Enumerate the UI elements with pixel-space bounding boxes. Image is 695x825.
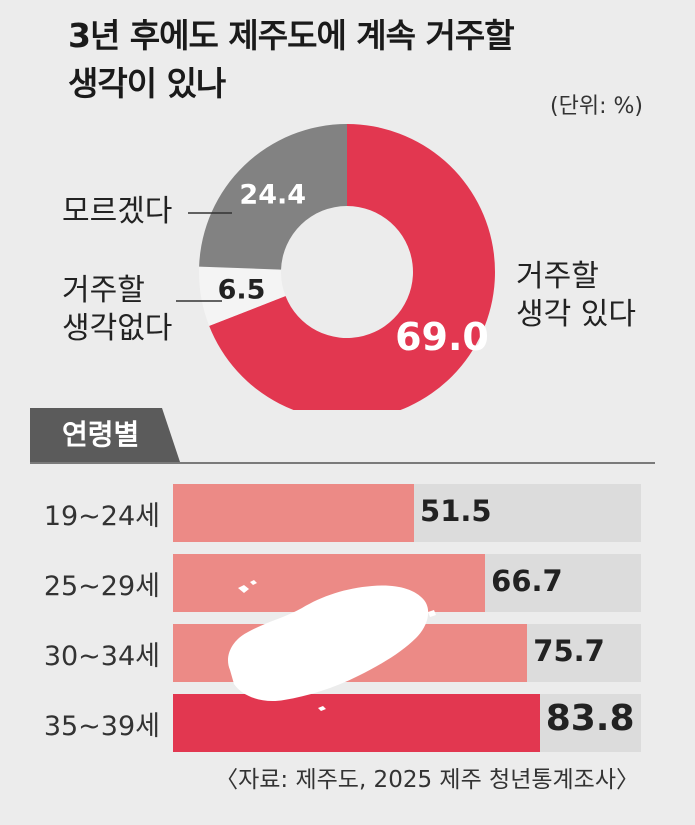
bar bbox=[173, 694, 540, 752]
slice-unknown-value-label: 24.4 bbox=[239, 179, 306, 210]
bar-track bbox=[173, 694, 641, 752]
slice-yes bbox=[209, 124, 495, 410]
title-line-1: 3년 후에도 제주도에 계속 거주할 bbox=[68, 16, 515, 55]
title-line-2: 생각이 있나 bbox=[68, 64, 226, 103]
bar-category-label: 19~24세 bbox=[43, 501, 160, 532]
bar-category-label: 35~39세 bbox=[43, 711, 160, 742]
unit-label: (단위: %) bbox=[550, 94, 643, 119]
bar-value-label: 51.5 bbox=[420, 494, 492, 528]
chart-title: 3년 후에도 제주도에 계속 거주할 생각이 있나 bbox=[68, 12, 515, 108]
legend-label-no: 거주할 생각없다 bbox=[62, 273, 173, 346]
bar-value-label: 75.7 bbox=[533, 634, 605, 668]
slice-no-value-label: 6.5 bbox=[218, 274, 266, 305]
bar-row: 19~24세 51.5 bbox=[0, 484, 695, 542]
section-divider bbox=[30, 462, 655, 464]
slice-unknown bbox=[199, 124, 347, 270]
source-note: 〈자료: 제주도, 2025 제주 청년통계조사〉 bbox=[215, 767, 639, 793]
bar-value-label: 83.8 bbox=[545, 698, 635, 739]
donut-chart: 69.0 6.5 24.4 bbox=[176, 124, 495, 410]
slice-yes-value-label: 69.0 bbox=[395, 315, 489, 359]
legend-label-unknown: 모르겠다 bbox=[62, 194, 173, 229]
bar-track bbox=[173, 484, 641, 542]
legend-label-yes: 거주할 생각 있다 bbox=[516, 259, 636, 332]
bar-row: 35~39세 83.8 bbox=[0, 694, 695, 752]
bar-category-label: 25~29세 bbox=[43, 571, 160, 602]
section-tag-age: 연령별 bbox=[30, 408, 180, 462]
slice-no bbox=[199, 266, 286, 326]
bar-category-label: 30~34세 bbox=[43, 641, 160, 672]
bar bbox=[173, 484, 415, 542]
bar-value-label: 66.7 bbox=[491, 564, 563, 598]
jeju-island-silhouette bbox=[228, 580, 436, 711]
